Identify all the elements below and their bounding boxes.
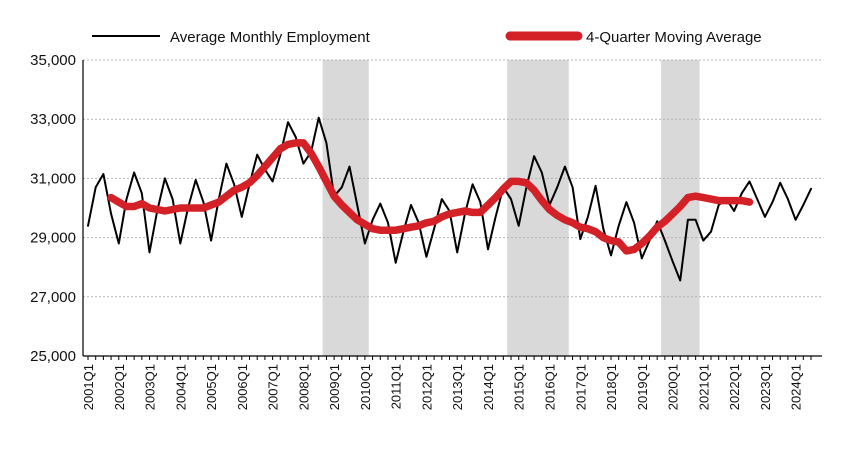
legend-label-employment: Average Monthly Employment	[170, 29, 371, 46]
shaded-periods	[322, 60, 700, 356]
x-tick-label: 2019Q1	[635, 364, 650, 410]
series-lines	[87, 116, 812, 282]
y-tick-label: 25,000	[30, 348, 76, 365]
x-tick-label: 2001Q1	[81, 364, 96, 410]
series-line-moving-average	[107, 139, 754, 255]
y-tick-label: 35,000	[30, 52, 76, 69]
shaded-period-2	[507, 60, 569, 356]
x-tick-label: 2022Q1	[727, 364, 742, 410]
x-tick-label: 2010Q1	[358, 364, 373, 410]
y-axis: 25,000 27,000 29,000 31,000 33,000 35,000	[30, 52, 84, 365]
x-tick-label: 2002Q1	[112, 364, 127, 410]
x-tick-label: 2004Q1	[173, 364, 188, 410]
x-tick-label: 2008Q1	[296, 364, 311, 410]
x-tick-label: 2012Q1	[419, 364, 434, 410]
x-tick-label: 2009Q1	[327, 364, 342, 410]
legend: Average Monthly Employment 4-Quarter Mov…	[92, 29, 762, 46]
x-tick-label: 2023Q1	[758, 364, 773, 410]
gridlines	[83, 59, 822, 298]
x-tick-label: 2024Q1	[789, 364, 804, 410]
x-tick-label: 2011Q1	[389, 364, 404, 409]
x-tick-label: 2005Q1	[204, 364, 219, 410]
x-tick-label: 2013Q1	[450, 364, 465, 410]
y-tick-label: 31,000	[30, 170, 76, 187]
x-tick-label: 2016Q1	[542, 364, 557, 410]
x-tick-label: 2020Q1	[666, 364, 681, 410]
x-tick-label: 2014Q1	[481, 364, 496, 410]
y-tick-label: 33,000	[30, 111, 76, 128]
y-tick-label: 27,000	[30, 289, 76, 306]
x-tick-label: 2015Q1	[512, 364, 527, 410]
x-tick-label: 2006Q1	[235, 364, 250, 410]
x-tick-label: 2007Q1	[266, 364, 281, 410]
x-tick-label: 2017Q1	[573, 364, 588, 410]
legend-label-moving-average: 4-Quarter Moving Average	[586, 29, 762, 46]
x-tick-label: 2003Q1	[143, 364, 158, 410]
x-tick-label: 2021Q1	[696, 364, 711, 410]
y-tick-label: 29,000	[30, 230, 76, 247]
x-tick-label: 2018Q1	[604, 364, 619, 410]
x-axis: 2001Q1 2002Q1 2003Q1 2004Q1 2005Q1 2006Q1 2007…	[81, 355, 822, 410]
